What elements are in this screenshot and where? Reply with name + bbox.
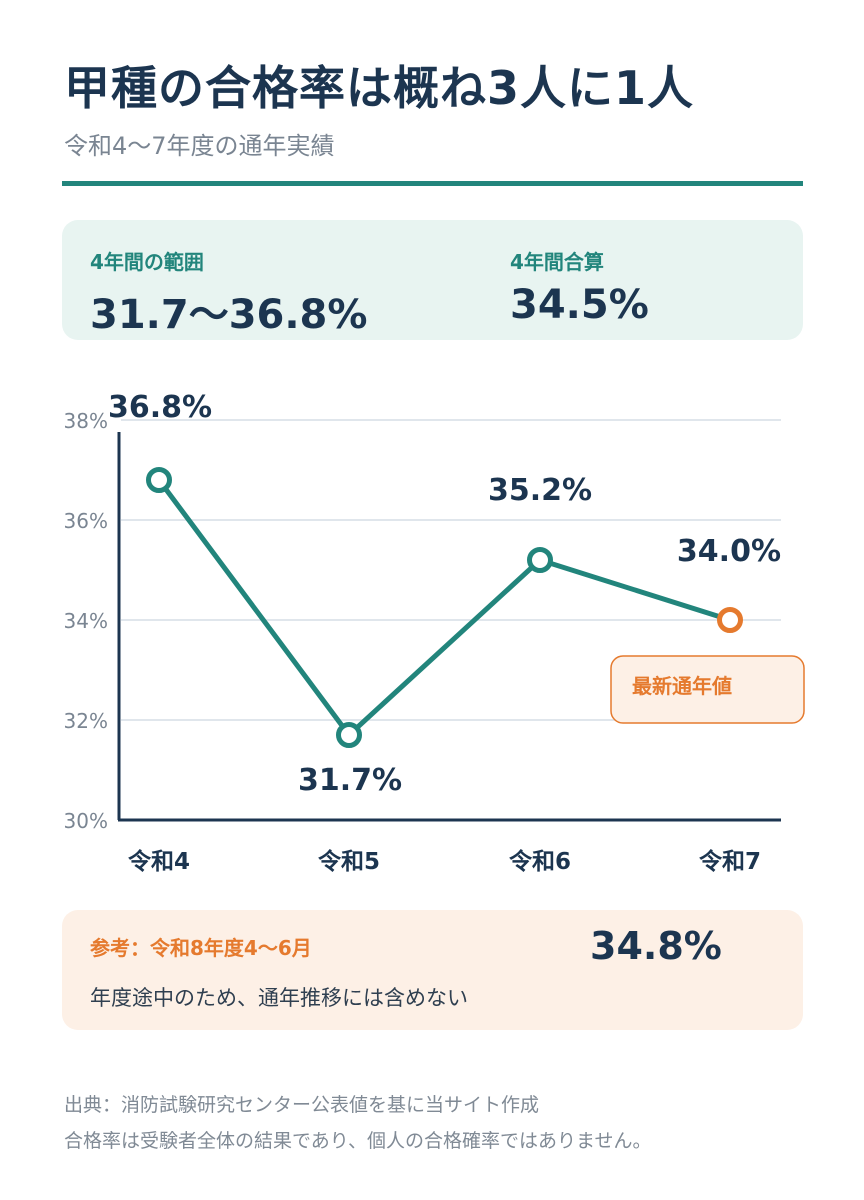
disclaimer-note: 合格率は受験者全体の結果であり、個人の合格確率ではありません。 — [64, 1130, 652, 1152]
summary-panel: 4年間の範囲 31.7〜36.8% 4年間合算 34.5% — [62, 220, 803, 340]
title-divider — [62, 181, 803, 186]
y-tick-label: 32% — [64, 709, 108, 733]
data-point — [146, 467, 172, 493]
reference-note: 年度途中のため、通年推移には含めない — [90, 986, 468, 1010]
reference-value: 34.8% — [590, 924, 722, 968]
y-tick-label: 34% — [64, 609, 108, 633]
reference-panel: 参考：令和8年度4〜6月 34.8% 年度途中のため、通年推移には含めない — [62, 910, 803, 1030]
total-value: 34.5% — [510, 282, 649, 328]
data-label: 34.0% — [677, 534, 781, 569]
y-axis-tick-labels: 30% 32% 34% 36% 38% — [64, 409, 108, 833]
reference-label: 参考：令和8年度4〜6月 — [90, 936, 312, 960]
data-points — [146, 467, 743, 748]
latest-callout-box — [610, 655, 805, 724]
data-label: 36.8% — [108, 390, 212, 425]
x-tick-label: 令和6 — [509, 848, 571, 875]
page-title: 甲種の合格率は概ね3人に1人 — [64, 61, 695, 115]
data-label: 35.2% — [488, 473, 592, 508]
data-point — [336, 722, 362, 748]
pass-rate-line-chart: 30%32%34%36%38% 令和4 令和5 令和6 令和7 36.8%31.7%3… — [64, 390, 805, 875]
x-axis-tick-labels: 令和4 令和5 令和6 令和7 — [128, 848, 761, 875]
source-note: 出典：消防試験研究センター公表値を基に当サイト作成 — [64, 1094, 540, 1116]
x-tick-label: 令和5 — [318, 848, 380, 875]
x-tick-label: 令和7 — [699, 848, 761, 875]
total-label: 4年間合算 — [510, 250, 604, 274]
data-labels: 36.8% 31.7% 35.2% 34.0% — [108, 390, 781, 798]
x-tick-label: 令和4 — [128, 848, 190, 875]
range-value: 31.7〜36.8% — [90, 292, 368, 338]
series-line-path — [156, 477, 733, 738]
data-label: 31.7% — [298, 763, 402, 798]
y-tick-label: 36% — [64, 509, 108, 533]
series-line — [156, 477, 733, 738]
y-tick-label: 30% — [64, 809, 108, 833]
latest-callout-label: 最新通年値 — [632, 674, 732, 698]
y-tick-label: 38% — [64, 409, 108, 433]
page-subtitle: 令和4〜7年度の通年実績 — [64, 132, 335, 160]
latest-data-point — [717, 607, 743, 633]
range-label: 4年間の範囲 — [90, 250, 204, 274]
data-point — [527, 547, 553, 573]
latest-callout: 最新通年値 — [610, 655, 805, 724]
